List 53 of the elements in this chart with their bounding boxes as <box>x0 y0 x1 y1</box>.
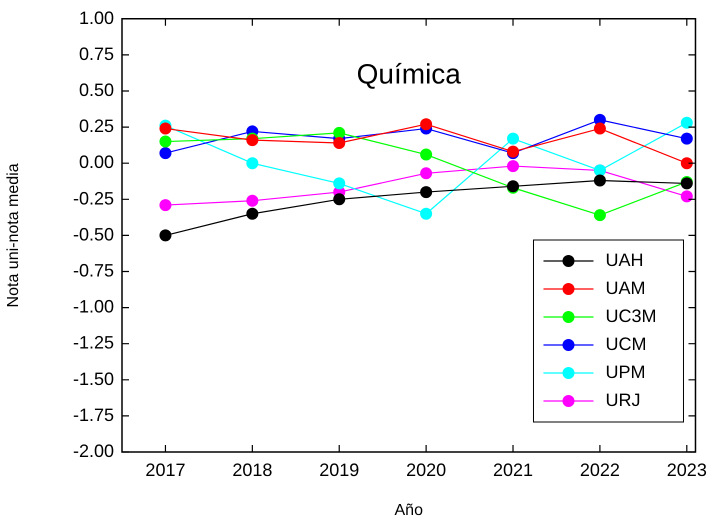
legend-label: UCM <box>605 334 646 354</box>
point <box>420 167 432 180</box>
point <box>420 186 432 198</box>
legend-label: UPM <box>605 362 646 382</box>
point <box>420 208 432 220</box>
point <box>680 157 693 170</box>
point <box>159 147 172 160</box>
point <box>159 122 172 135</box>
x-tick-label: 2022 <box>580 460 620 480</box>
y-tick-label: 0.25 <box>78 116 114 136</box>
x-tick-label: 2020 <box>406 460 446 480</box>
x-tick-label: 2019 <box>319 460 360 480</box>
point <box>420 118 432 130</box>
point <box>246 157 258 170</box>
point <box>159 229 172 242</box>
point <box>159 136 172 148</box>
x-tick-label: 2023 <box>666 460 707 480</box>
point <box>246 194 258 207</box>
y-tick-label: 0.75 <box>78 44 114 64</box>
y-tick-label: -1.75 <box>72 404 114 425</box>
x-tick-label: 2018 <box>232 460 272 480</box>
y-tick-label: 0.00 <box>78 152 114 172</box>
y-tick-label: 0.50 <box>78 80 114 100</box>
legend-label: UAM <box>605 278 646 298</box>
legend-label: URJ <box>605 390 640 410</box>
y-tick-label: -1.00 <box>72 296 114 317</box>
y-tick-label: -1.25 <box>72 332 114 353</box>
x-axis-title: Año <box>394 502 424 519</box>
x-tick-label: 2017 <box>145 460 186 480</box>
point <box>680 190 693 202</box>
legend-label: UAH <box>605 250 644 270</box>
text: Química <box>356 58 462 90</box>
point <box>594 174 606 187</box>
point <box>507 132 520 145</box>
point <box>594 122 606 135</box>
point <box>246 208 258 220</box>
point <box>159 199 172 212</box>
y-tick-label: -0.75 <box>72 260 114 280</box>
y-tick-label: -1.50 <box>72 368 114 389</box>
x-tick-label: 2021 <box>492 460 534 480</box>
legend-label: UC3M <box>605 306 656 326</box>
point <box>507 160 520 172</box>
y-tick-label: 1.00 <box>78 8 114 28</box>
y-tick-label: -0.25 <box>72 188 114 208</box>
y-axis-title: Nota uni-nota media <box>5 163 22 308</box>
point <box>333 193 346 206</box>
y-tick-label: -2.00 <box>72 440 114 461</box>
y-tick-label: -0.50 <box>72 224 114 244</box>
point <box>594 209 606 222</box>
point <box>680 116 693 129</box>
point <box>420 148 432 161</box>
point <box>680 132 693 145</box>
point <box>333 177 346 190</box>
